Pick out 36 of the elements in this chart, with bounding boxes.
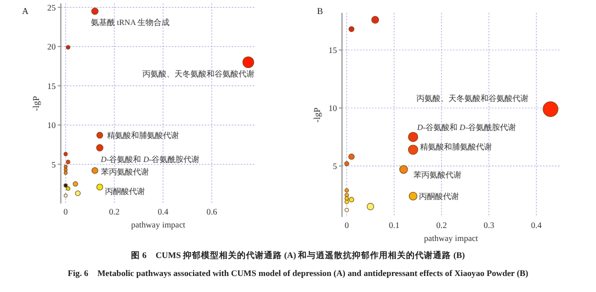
annotation: 丙酮酸代谢 — [419, 192, 460, 202]
annotation: 精氨酸和脯氨酸代谢 — [420, 142, 492, 152]
x-tick-label: 0.4 — [530, 220, 542, 230]
x-tick-label: 0.6 — [206, 206, 218, 216]
y-axis-title: -lgP — [30, 96, 41, 111]
annotation: D-谷氨酸和 D-谷氨酰胺代谢 — [100, 154, 200, 164]
y-tick-label: 15 — [328, 45, 337, 56]
chart-title: A — [22, 6, 29, 16]
x-tick-label: 0 — [64, 206, 68, 216]
y-tick-label: 10 — [328, 102, 337, 113]
annotation: 丙酮酸代谢 — [104, 187, 145, 196]
x-axis-title: pathway impact — [131, 220, 186, 230]
x-tick-label: 0.3 — [484, 220, 494, 230]
annotation: D-谷氨酸和 D-谷氨酰胺代谢 — [416, 122, 516, 132]
x-tick-label: 0 — [344, 220, 349, 230]
y-tick-label: 15 — [47, 80, 56, 91]
annotation: 丙氨酸、天冬氨酸和谷氨酸代谢 — [142, 69, 254, 78]
y-tick-label: 5 — [332, 160, 337, 171]
x-tick-label: 0.1 — [388, 220, 400, 230]
caption: 图 6 CUMS 抑郁模型相关的代谢通路 (A) 和与逍遥散抗抑郁作用相关的代谢通路 (B) — [131, 250, 465, 260]
y-tick-label: 5 — [52, 159, 56, 170]
y-tick-label: 20 — [47, 42, 56, 52]
x-tick-label: 0.2 — [436, 220, 447, 230]
y-tick-label: 25 — [47, 2, 56, 12]
annotation: 苯丙氨酸代谢 — [100, 168, 149, 177]
x-tick-label: 0.2 — [109, 206, 120, 216]
chart-title: B — [317, 6, 324, 16]
y-tick-label: 10 — [47, 120, 56, 130]
annotation: 精氨酸和脯氨酸代谢 — [106, 131, 179, 140]
y-axis-title: -lgP — [312, 107, 322, 122]
annotation: 苯丙氨酸代谢 — [414, 170, 462, 180]
annotation: 氨基酰 tRNA 生物合成 — [90, 18, 170, 28]
x-axis-title: pathway impact — [424, 233, 479, 243]
caption: Fig. 6 Metabolic pathways associated with CUMS model of depression (A) and antidepressant effects of Xiaoyao Powder (B) — [68, 268, 528, 278]
annotation: 丙氨酸、天冬氨酸和谷氨酸代谢 — [416, 94, 529, 104]
x-tick-label: 0.4 — [158, 206, 170, 216]
